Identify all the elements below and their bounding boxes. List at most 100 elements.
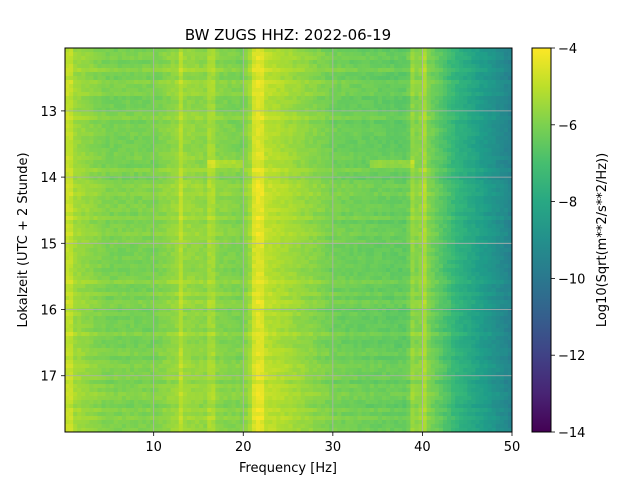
spectrogram-cell [288, 188, 294, 193]
spectrogram-cell [471, 188, 477, 193]
spectrogram-cell [134, 176, 139, 181]
spectrogram-cell [134, 140, 139, 145]
spectrogram-cell [499, 160, 505, 165]
spectrogram-cell [475, 92, 481, 97]
spectrogram-cell [166, 108, 172, 113]
spectrogram-cell [487, 188, 493, 193]
spectrogram-cell [475, 200, 481, 205]
spectrogram-cell [142, 176, 147, 181]
spectrogram-cell [97, 60, 103, 65]
spectrogram-cell [333, 216, 338, 221]
spectrogram-cell [73, 84, 78, 89]
spectrogram-cell [442, 108, 448, 113]
spectrogram-cell [475, 64, 481, 69]
spectrogram-cell [190, 216, 196, 221]
spectrogram-cell [312, 204, 318, 209]
spectrogram-cell [223, 88, 229, 93]
spectrogram-cell [325, 112, 330, 117]
spectrogram-cell [276, 52, 281, 57]
spectrogram-cell [166, 152, 172, 157]
spectrogram-cell [430, 176, 436, 181]
spectrogram-cell [101, 184, 107, 189]
spectrogram-cell [467, 196, 472, 201]
spectrogram-cell [154, 220, 160, 225]
spectrogram-cell [300, 192, 306, 197]
spectrogram-cell [353, 204, 359, 209]
spectrogram-cell [507, 156, 512, 161]
spectrogram-cell [73, 60, 78, 65]
spectrogram-cell [215, 96, 221, 101]
spectrogram-cell [422, 84, 428, 89]
spectrogram-cell [438, 80, 444, 85]
spectrogram-cell [471, 200, 477, 205]
spectrogram-cell [434, 116, 440, 121]
spectrogram-cell [361, 60, 367, 65]
spectrogram-cell [451, 184, 456, 189]
spectrogram-cell [142, 184, 147, 189]
spectrogram-cell [130, 116, 135, 121]
spectrogram-cell [316, 188, 322, 193]
spectrogram-cell [471, 100, 477, 105]
spectrogram-cell [239, 204, 245, 209]
spectrogram-cell [223, 180, 229, 185]
spectrogram-cell [381, 100, 387, 105]
spectrogram-cell [455, 208, 460, 213]
spectrogram-cell [406, 160, 412, 165]
spectrogram-cell [117, 120, 123, 125]
spectrogram-cell [174, 140, 180, 145]
spectrogram-cell [199, 228, 204, 233]
spectrogram-cell [321, 108, 326, 113]
spectrogram-cell [113, 208, 119, 213]
spectrogram-cell [451, 80, 456, 85]
spectrogram-cell [499, 188, 505, 193]
spectrogram-cell [207, 124, 212, 129]
spectrogram-cell [438, 136, 444, 141]
spectrogram-cell [333, 60, 338, 65]
spectrogram-cell [337, 76, 342, 81]
spectrogram-cell [483, 224, 489, 229]
spectrogram-cell [451, 196, 456, 201]
spectrogram-cell [178, 64, 184, 69]
spectrogram-cell [296, 172, 302, 177]
spectrogram-cell [178, 216, 184, 221]
spectrogram-cell [333, 220, 338, 225]
spectrogram-cell [231, 144, 237, 149]
spectrogram-cell [316, 168, 322, 173]
spectrogram-cell [304, 128, 310, 133]
spectrogram-cell [89, 204, 95, 209]
spectrogram-cell [304, 56, 310, 61]
spectrogram-cell [341, 80, 346, 85]
spectrogram-cell [426, 48, 432, 53]
spectrogram-cell [247, 144, 253, 149]
spectrogram-cell [377, 184, 383, 189]
spectrogram-cell [357, 204, 363, 209]
spectrogram-cell [284, 152, 290, 157]
spectrogram-cell [442, 100, 448, 105]
spectrogram-cell [430, 60, 436, 65]
spectrogram-cell [414, 148, 420, 153]
spectrogram-cell [495, 172, 501, 177]
spectrogram-cell [426, 164, 432, 169]
spectrogram-cell [406, 128, 412, 133]
spectrogram-cell [105, 188, 111, 193]
spectrogram-cell [284, 140, 290, 145]
spectrogram-cell [325, 92, 330, 97]
spectrogram-cell [182, 216, 188, 221]
spectrogram-cell [410, 52, 416, 57]
spectrogram-cell [260, 92, 265, 97]
spectrogram-cell [138, 208, 143, 213]
spectrogram-cell [81, 224, 86, 229]
spectrogram-cell [154, 104, 160, 109]
spectrogram-cell [292, 172, 298, 177]
spectrogram-cell [211, 88, 216, 93]
spectrogram-cell [146, 136, 151, 141]
spectrogram-cell [381, 80, 387, 85]
spectrogram-cell [117, 84, 123, 89]
spectrogram-cell [373, 64, 379, 69]
spectrogram-cell [463, 120, 468, 125]
spectrogram-cell [235, 184, 241, 189]
spectrogram-cell [325, 72, 330, 77]
spectrogram-cell [158, 52, 164, 57]
spectrogram-cell [345, 160, 351, 165]
spectrogram-cell [247, 192, 253, 197]
